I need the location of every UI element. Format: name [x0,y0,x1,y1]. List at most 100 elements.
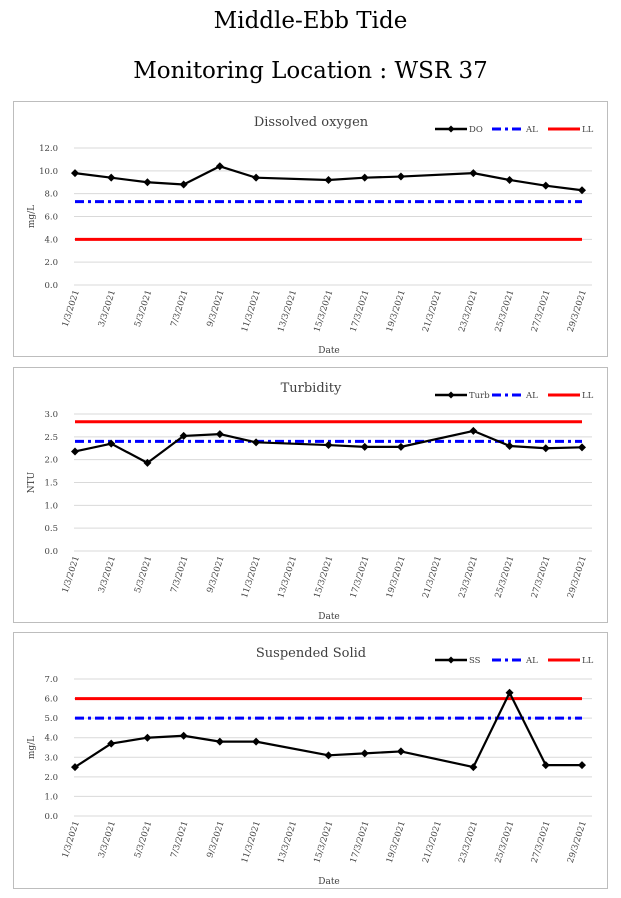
y-axis-label: mg/L [27,205,37,228]
x-tick-label: 7/3/2021 [169,820,190,859]
chart-title: Dissolved oxygen [254,115,369,130]
y-tick-label: 7.0 [44,675,58,685]
y-tick-label: 3.0 [44,753,58,763]
x-tick-label: 19/3/2021 [385,555,408,600]
data-point-do [215,162,224,171]
legend-marker-ss [447,656,455,664]
data-point-turb [505,441,514,450]
legend-label-ll: LL [582,656,594,666]
data-point-do [505,175,514,184]
data-point-do [396,172,405,181]
y-tick-label: 12.0 [39,144,58,154]
x-tick-label: 19/3/2021 [385,289,408,334]
x-tick-label: 15/3/2021 [312,820,335,865]
chart-title: Turbidity [281,381,342,396]
x-tick-label: 9/3/2021 [205,289,226,328]
page-subtitle: Monitoring Location : WSR 37 [133,58,488,84]
chart-dissolved-oxygen: Dissolved oxygen 0.0 2.0 4.0 6.0 8.0 10.0 12.0 m… [27,115,594,356]
data-point-do [143,178,152,187]
y-tick-label: 0.0 [44,281,58,291]
chart-panel-dissolved-oxygen: Dissolved oxygen 0.0 2.0 4.0 6.0 8.0 10.0 12.0 m… [13,101,608,357]
y-tick-label: 1.0 [44,501,58,511]
legend-marker-do [447,125,455,133]
data-point-turb [179,431,188,440]
data-point-turb [396,442,405,451]
y-tick-label: 6.0 [44,213,58,223]
x-tick-label: 11/3/2021 [240,820,263,865]
y-axis-label: NTU [27,471,37,493]
x-tick-label: 23/3/2021 [457,820,480,865]
data-point-ss [143,733,152,742]
legend-label-turb: Turb [469,391,490,401]
x-tick-label: 3/3/2021 [97,289,118,328]
y-tick-label: 2.0 [44,773,58,783]
x-tick-label: 17/3/2021 [349,820,372,865]
legend-marker-turb [447,391,455,399]
y-tick-label: 1.5 [44,479,58,489]
data-point-ss [324,751,333,760]
x-tick-label: 25/3/2021 [493,820,516,865]
x-axis-label: Date [318,346,340,356]
data-point-turb [71,447,79,456]
y-tick-label: 2.5 [44,433,58,443]
data-point-ss [107,739,116,748]
data-point-turb [360,442,369,451]
x-tick-label: 5/3/2021 [133,289,154,328]
x-tick-label: 11/3/2021 [240,555,263,600]
x-tick-label: 29/3/2021 [566,555,589,600]
data-point-turb [578,443,586,452]
x-tick-label: 5/3/2021 [133,820,154,859]
data-point-turb [143,458,152,467]
legend-label-ll: LL [582,391,594,401]
data-point-turb [469,426,478,435]
y-tick-label: 2.0 [44,456,58,466]
x-tick-label: 7/3/2021 [169,289,190,328]
x-tick-label: 3/3/2021 [97,555,118,594]
data-point-ss [541,761,550,770]
y-tick-label: 0.0 [44,547,58,557]
data-point-do [71,169,79,178]
data-point-do [360,173,369,182]
x-tick-label: 25/3/2021 [493,555,516,600]
y-tick-label: 0.0 [44,812,58,822]
data-point-turb [215,430,224,439]
data-point-do [252,173,261,182]
chart-turbidity: Turbidity 0.0 0.5 1.0 1.5 2.0 2.5 3.0 NTU 1/3/202… [27,381,594,622]
y-tick-label: 0.5 [44,524,58,534]
x-tick-label: 23/3/2021 [457,555,480,600]
data-point-turb [324,441,333,450]
data-point-turb [541,444,550,453]
legend-label-al: AL [525,125,538,135]
data-point-ss [396,747,405,756]
x-tick-label: 29/3/2021 [566,289,589,334]
chart-panel-turbidity: Turbidity 0.0 0.5 1.0 1.5 2.0 2.5 3.0 NTU 1/3/202… [13,367,608,623]
data-point-ss [578,761,586,770]
x-tick-label: 19/3/2021 [385,820,408,865]
page-title: Middle-Ebb Tide [213,8,408,34]
x-axis-label: Date [318,877,340,887]
data-point-do [179,180,188,189]
y-axis-label: mg/L [27,736,37,759]
x-tick-label: 21/3/2021 [421,289,444,334]
x-tick-label: 1/3/2021 [61,555,82,594]
y-tick-label: 1.0 [44,792,58,802]
legend-label-al: AL [525,656,538,666]
y-tick-label: 4.0 [44,235,58,245]
data-point-ss [360,749,369,758]
y-tick-label: 3.0 [44,410,58,420]
x-tick-label: 5/3/2021 [133,555,154,594]
x-tick-label: 15/3/2021 [312,555,335,600]
x-tick-label: 23/3/2021 [457,289,480,334]
x-tick-label: 3/3/2021 [97,820,118,859]
data-point-do [541,181,550,190]
data-point-ss [179,731,188,740]
x-tick-label: 15/3/2021 [312,289,335,334]
x-tick-label: 21/3/2021 [421,820,444,865]
x-tick-label: 27/3/2021 [530,820,553,865]
x-tick-label: 17/3/2021 [349,555,372,600]
y-tick-label: 8.0 [44,190,58,200]
chart-title: Suspended Solid [256,646,366,661]
data-point-ss [215,737,224,746]
x-tick-label: 11/3/2021 [240,289,263,334]
legend-label-al: AL [525,391,538,401]
